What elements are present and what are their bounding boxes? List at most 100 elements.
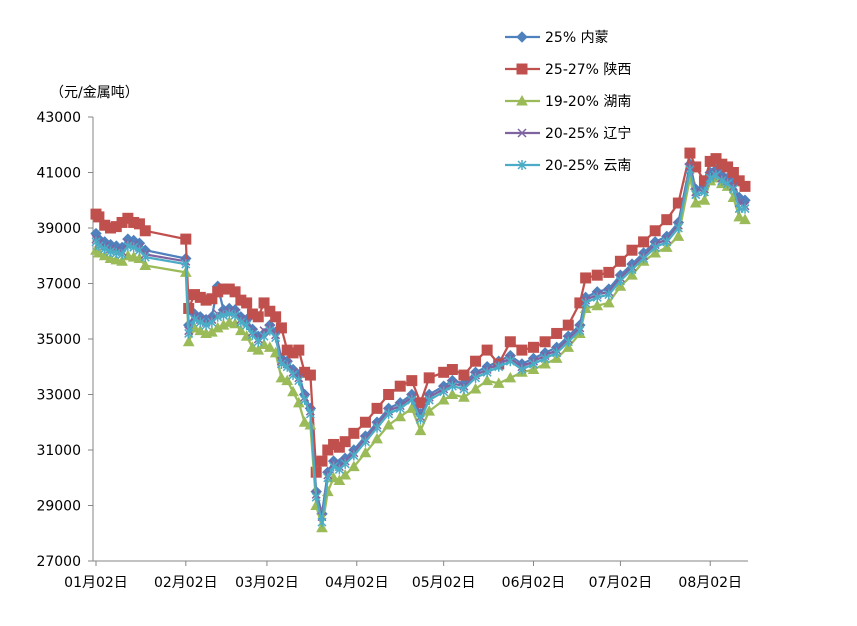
- data-point: [504, 371, 517, 383]
- data-point: [298, 416, 311, 427]
- legend-item: 25% 内蒙: [505, 30, 609, 46]
- series-2: [90, 147, 751, 478]
- data-point: [458, 391, 470, 402]
- data-point: [424, 395, 434, 406]
- data-point: [333, 474, 346, 486]
- y-tick-label: 39000: [36, 221, 81, 237]
- data-point: [359, 446, 372, 458]
- data-point: [446, 388, 459, 399]
- data-point: [139, 259, 152, 270]
- data-point: [660, 241, 673, 252]
- data-point: [287, 385, 299, 397]
- data-point: [134, 245, 144, 256]
- data-point: [372, 422, 382, 433]
- data-point: [469, 382, 482, 394]
- data-point: [727, 167, 739, 178]
- data-point: [340, 458, 350, 469]
- data-point: [604, 289, 614, 300]
- data-point: [728, 184, 738, 195]
- data-point: [93, 211, 105, 223]
- data-point: [140, 252, 150, 263]
- data-point: [591, 299, 604, 311]
- data-point: [181, 259, 191, 270]
- data-point: [322, 444, 334, 456]
- data-point: [265, 325, 275, 336]
- data-point: [626, 269, 638, 280]
- data-point: [527, 363, 540, 375]
- legend-marker: [517, 128, 527, 138]
- data-point: [614, 280, 627, 291]
- data-point: [722, 161, 734, 173]
- legend-item: 19-20% 湖南: [505, 94, 631, 110]
- data-point: [740, 203, 750, 214]
- data-point: [246, 341, 259, 352]
- data-point: [394, 380, 406, 392]
- data-point: [471, 372, 481, 383]
- data-point: [311, 492, 321, 503]
- data-point: [550, 352, 563, 363]
- data-point: [649, 225, 661, 237]
- data-point: [201, 320, 211, 331]
- data-point: [539, 357, 551, 369]
- legend-marker: [516, 63, 528, 75]
- x-tick-label: 04月02日: [325, 575, 389, 591]
- data-point: [580, 272, 592, 284]
- data-point: [685, 164, 695, 175]
- data-point: [371, 402, 383, 414]
- legend-label: 20-25% 云南: [545, 158, 631, 174]
- data-point: [638, 236, 650, 248]
- legend-label: 25% 内蒙: [545, 30, 609, 46]
- y-tick-label: 37000: [36, 277, 81, 293]
- data-point: [423, 372, 435, 384]
- data-point: [264, 305, 276, 317]
- data-point: [252, 344, 265, 355]
- y-tick-label: 33000: [36, 388, 81, 404]
- legend: 25% 内蒙 25-27% 陕西 19-20% 湖南 20-25% 辽宁 20-25% …: [505, 30, 631, 174]
- series-layer: [90, 147, 751, 533]
- data-point: [615, 275, 625, 286]
- data-point: [492, 377, 505, 388]
- series-line: [95, 176, 746, 529]
- y-tick-label: 27000: [36, 554, 81, 570]
- data-point: [733, 210, 746, 222]
- data-point: [394, 410, 407, 422]
- data-point: [552, 347, 562, 358]
- data-point: [384, 408, 394, 419]
- data-point: [504, 336, 516, 348]
- data-point: [470, 355, 482, 367]
- legend-marker: [516, 94, 528, 106]
- legend-item: 20-25% 辽宁: [505, 125, 631, 142]
- data-point: [603, 266, 615, 278]
- data-point: [129, 242, 139, 253]
- data-point: [437, 394, 450, 405]
- x-axis-ticks: 01月02日 02月02日 03月02日 04月02日 05月02日 06月02日 07月0…: [64, 561, 742, 591]
- data-point: [230, 310, 240, 321]
- data-point: [348, 460, 360, 472]
- data-point: [691, 189, 701, 200]
- y-tick-label: 35000: [36, 332, 81, 348]
- x-tick-label: 08月02日: [678, 575, 742, 591]
- data-point: [458, 369, 470, 381]
- data-point: [575, 325, 585, 336]
- data-point: [528, 358, 539, 369]
- data-point: [100, 243, 110, 254]
- data-point: [293, 344, 305, 356]
- data-point: [516, 344, 528, 356]
- data-point: [304, 369, 316, 381]
- data-point: [459, 383, 469, 394]
- data-point: [407, 395, 417, 406]
- data-point: [591, 269, 603, 281]
- data-point: [562, 341, 575, 352]
- data-point: [316, 455, 328, 467]
- series-line: [95, 163, 746, 515]
- data-point: [300, 395, 310, 406]
- series-line: [95, 165, 746, 518]
- y-axis-unit-label: （元/金属吨）: [50, 85, 139, 101]
- legend-label: 20-25% 辽宁: [545, 125, 631, 142]
- data-point: [739, 213, 751, 225]
- data-point: [242, 320, 252, 331]
- series-5: [91, 164, 750, 528]
- x-tick-label: 06月02日: [502, 575, 566, 591]
- data-point: [592, 292, 602, 303]
